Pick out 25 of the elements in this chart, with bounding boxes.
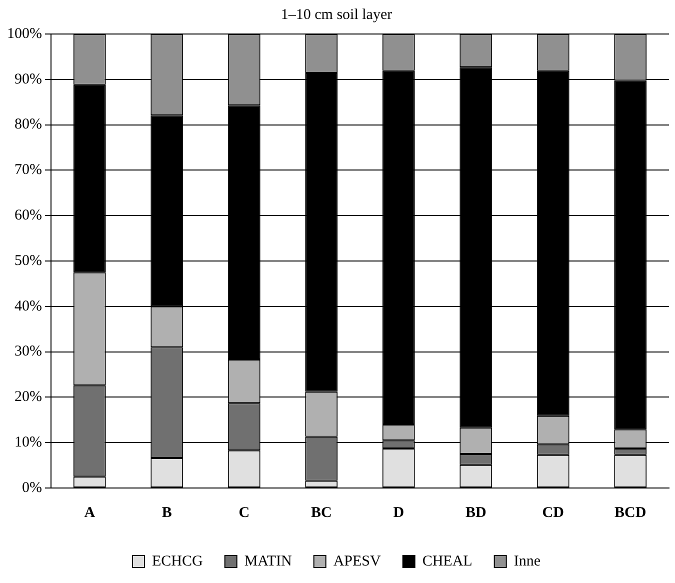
- y-tick-label: 40%: [14, 298, 42, 314]
- y-tick-label: 30%: [14, 344, 42, 360]
- legend-label: Inne: [514, 553, 541, 570]
- x-tick-label: BC: [310, 504, 332, 521]
- x-tick-label: BD: [465, 504, 486, 521]
- y-tick-label: 60%: [14, 208, 42, 224]
- legend-label: MATIN: [244, 553, 292, 570]
- y-tick-label: 80%: [14, 116, 42, 133]
- x-tick-label: CD: [542, 504, 564, 521]
- x-tick-label: C: [238, 504, 250, 521]
- legend-label: ECHCG: [152, 553, 204, 570]
- y-tick-label: 20%: [14, 389, 42, 406]
- legend-label: APESV: [333, 553, 382, 570]
- y-tick-label: 70%: [14, 162, 42, 178]
- y-tick-label: 50%: [14, 252, 42, 269]
- y-tick-label: 10%: [14, 434, 42, 451]
- y-tick-label: 90%: [14, 71, 42, 88]
- x-tick-label: B: [162, 504, 172, 521]
- y-tick-label: 0%: [22, 480, 42, 496]
- y-tick-label: 100%: [6, 26, 42, 42]
- chart-title: 1–10 cm soil layer: [280, 6, 392, 23]
- x-tick-label: D: [393, 504, 404, 521]
- legend-label: CHEAL: [422, 553, 472, 570]
- x-tick-label: A: [84, 504, 96, 521]
- x-tick-label: BCD: [614, 504, 646, 521]
